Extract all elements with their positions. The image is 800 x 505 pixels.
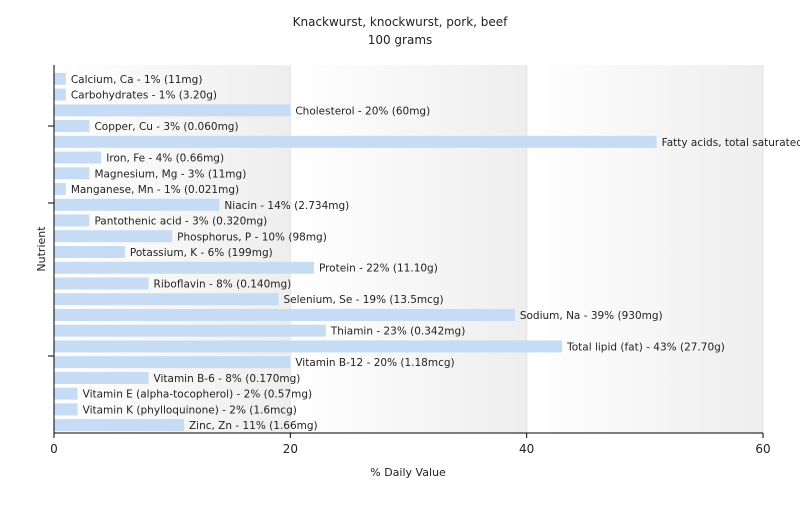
bar	[54, 387, 78, 400]
x-axis-title: % Daily Value	[370, 466, 446, 479]
bar	[54, 261, 314, 274]
bar-label: Cholesterol - 20% (60mg)	[295, 105, 430, 117]
bar	[54, 324, 326, 337]
bar-label: Vitamin K (phylloquinone) - 2% (1.6mcg)	[83, 404, 297, 416]
x-tick-label: 40	[519, 442, 534, 456]
bar-label: Thiamin - 23% (0.342mg)	[330, 326, 466, 338]
bar-label: Sodium, Na - 39% (930mg)	[520, 310, 663, 322]
y-axis-title: Nutrient	[35, 226, 48, 272]
bar	[54, 120, 90, 133]
bar-label: Iron, Fe - 4% (0.66mg)	[106, 153, 224, 165]
bar-label: Phosphorus, P - 10% (98mg)	[177, 231, 327, 243]
bar	[54, 403, 78, 416]
bar	[54, 104, 291, 117]
bar-label: Selenium, Se - 19% (13.5mcg)	[284, 294, 444, 306]
bar	[54, 293, 279, 306]
axes: 0 20 40 60	[48, 65, 771, 456]
grid-lines	[289, 65, 764, 433]
x-tick-label: 20	[283, 442, 298, 456]
bar	[54, 135, 657, 148]
plot-band	[290, 65, 527, 433]
bar-label: Vitamin E (alpha-tocopherol) - 2% (0.57m…	[83, 389, 313, 401]
bar	[54, 198, 220, 211]
chart-subtitle: 100 grams	[368, 33, 433, 47]
bar-label: Riboflavin - 8% (0.140mg)	[154, 278, 292, 290]
bar-label: Protein - 22% (11.10g)	[319, 263, 438, 275]
plot-band	[526, 65, 763, 433]
bar-label: Potassium, K - 6% (199mg)	[130, 247, 273, 259]
bar	[54, 88, 66, 101]
bar-label: Carbohydrates - 1% (3.20g)	[71, 90, 217, 102]
bar	[54, 183, 66, 196]
bars: Calcium, Ca - 1% (11mg) Carbohydrates - 1…	[54, 72, 800, 432]
bar	[54, 419, 184, 432]
plot-background	[54, 65, 763, 433]
bar	[54, 246, 125, 258]
x-tick-label: 0	[50, 442, 58, 456]
bar-label: Manganese, Mn - 1% (0.021mg)	[71, 184, 239, 196]
bar-label: Magnesium, Mg - 3% (11mg)	[94, 168, 246, 180]
bar	[54, 230, 173, 243]
bar	[54, 167, 90, 180]
bar	[54, 371, 149, 384]
bar	[54, 308, 515, 321]
bar	[54, 356, 291, 369]
bar-label: Total lipid (fat) - 43% (27.70g)	[566, 341, 725, 353]
bar	[54, 72, 66, 85]
bar-label: Vitamin B-12 - 20% (1.18mcg)	[295, 357, 454, 369]
bar-label: Fatty acids, total saturated - 51% (10.2…	[662, 137, 800, 149]
bar	[54, 340, 563, 353]
bar-label: Pantothenic acid - 3% (0.320mg)	[94, 216, 267, 228]
bar	[54, 214, 90, 227]
bar-label: Vitamin B-6 - 8% (0.170mg)	[154, 373, 301, 385]
bar-label: Niacin - 14% (2.734mg)	[224, 200, 349, 212]
bar-label: Calcium, Ca - 1% (11mg)	[71, 74, 203, 86]
bar	[54, 151, 102, 164]
bar-label: Copper, Cu - 3% (0.060mg)	[94, 121, 238, 133]
bar-label: Zinc, Zn - 11% (1.66mg)	[189, 420, 318, 432]
bar	[54, 277, 149, 290]
x-tick-label: 60	[755, 442, 770, 456]
chart-title: Knackwurst, knockwurst, pork, beef	[293, 15, 509, 29]
